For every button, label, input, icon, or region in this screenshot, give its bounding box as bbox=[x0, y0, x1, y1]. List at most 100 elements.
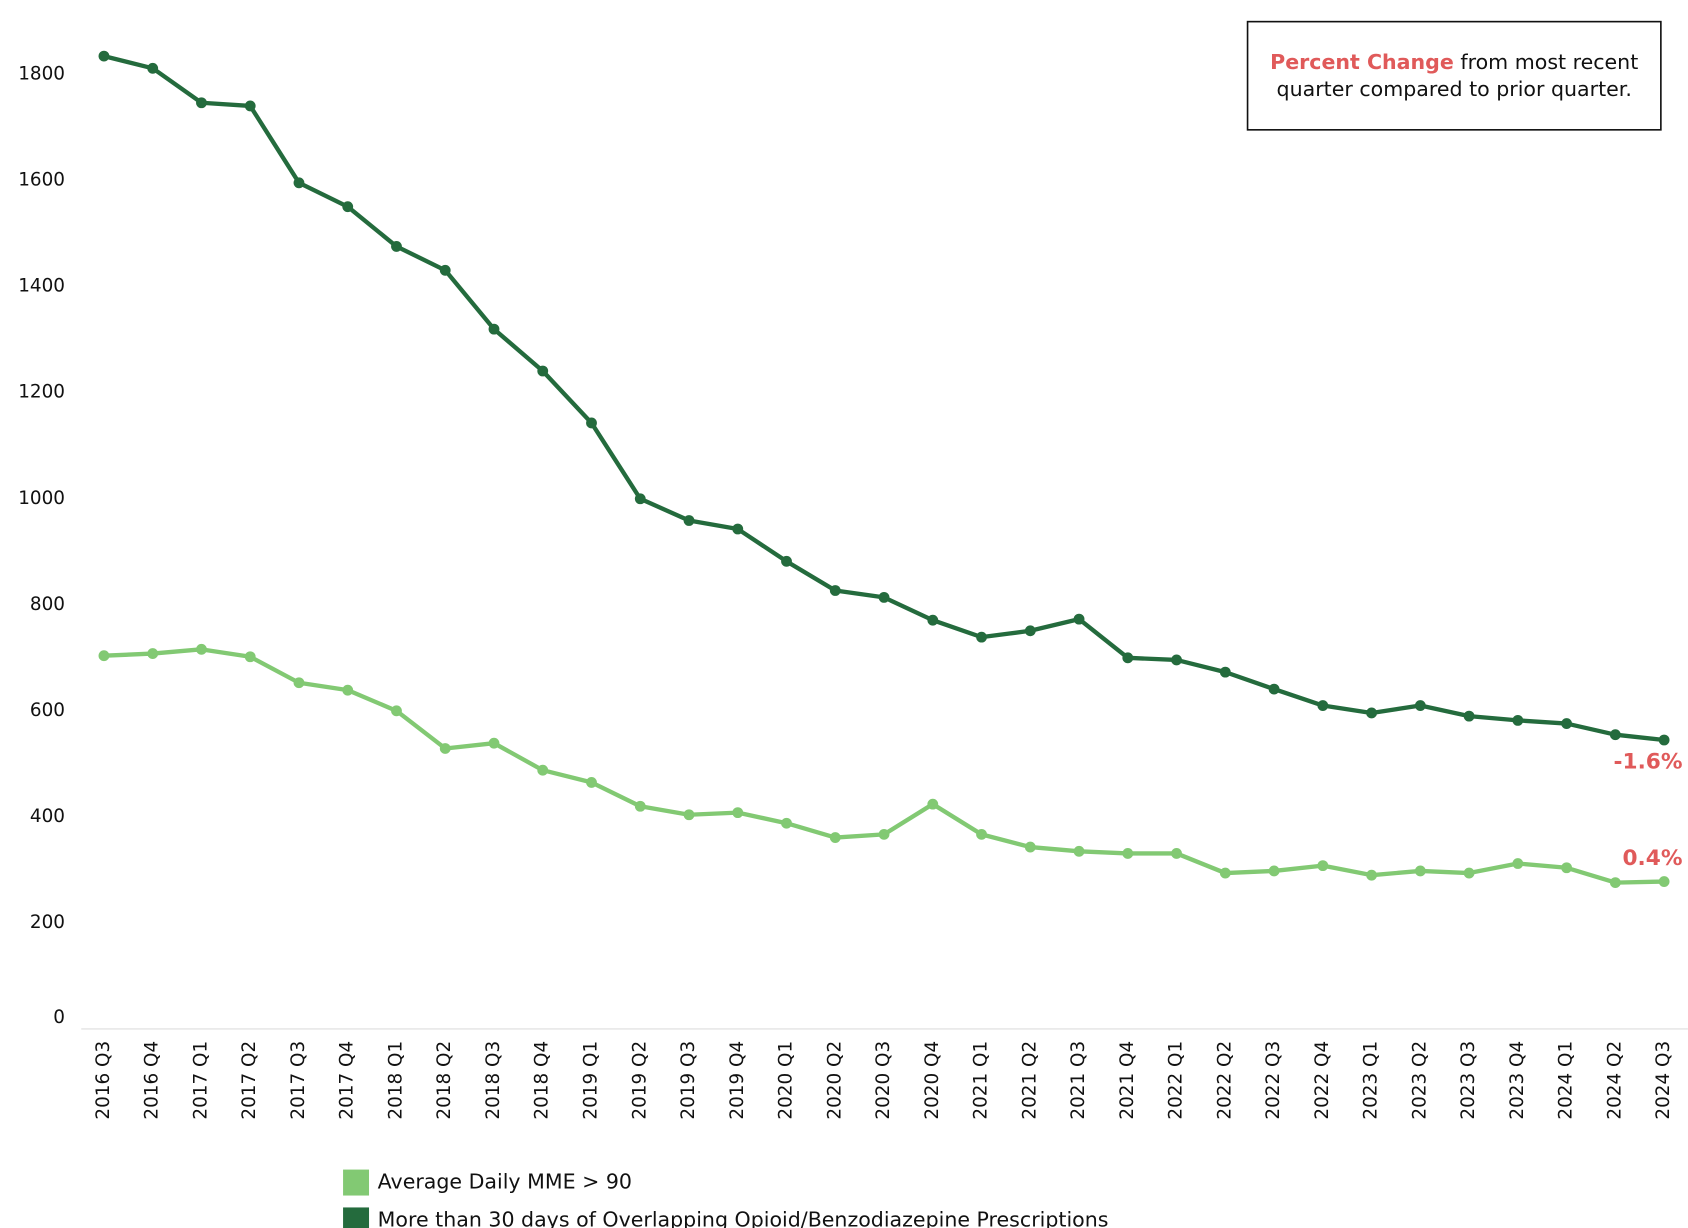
point bbox=[98, 50, 110, 62]
legend-label: Average Daily MME > 90 bbox=[378, 1170, 632, 1194]
point bbox=[293, 677, 305, 689]
legend-swatch bbox=[343, 1207, 370, 1228]
point bbox=[878, 828, 890, 840]
point bbox=[1609, 877, 1621, 889]
x-tick-label: 2022 Q3 bbox=[1263, 1041, 1284, 1120]
point bbox=[1658, 876, 1670, 887]
point bbox=[147, 62, 159, 74]
point bbox=[244, 651, 256, 663]
point bbox=[1024, 841, 1036, 853]
point bbox=[1171, 654, 1182, 666]
point bbox=[1561, 718, 1573, 729]
point bbox=[1219, 867, 1231, 879]
annotation-line: Percent Change from most recent bbox=[1270, 50, 1638, 74]
point bbox=[244, 100, 256, 112]
point bbox=[1609, 729, 1621, 741]
point bbox=[1073, 845, 1085, 857]
annotation-box bbox=[1246, 20, 1662, 131]
point bbox=[1366, 707, 1377, 719]
point bbox=[1414, 700, 1426, 711]
point bbox=[342, 684, 354, 696]
y-tick-label: 1000 bbox=[18, 488, 65, 509]
point bbox=[1463, 867, 1475, 879]
x-tick-label: 2022 Q4 bbox=[1312, 1041, 1333, 1120]
x-tick-label: 2021 Q3 bbox=[1068, 1041, 1089, 1120]
point bbox=[732, 807, 744, 819]
x-tick-label: 2016 Q4 bbox=[142, 1041, 163, 1120]
x-tick-label: 2016 Q3 bbox=[93, 1041, 114, 1120]
point bbox=[634, 800, 646, 812]
y-tick-label: 0 bbox=[53, 1007, 65, 1028]
point bbox=[1658, 734, 1670, 746]
y-tick-label: 600 bbox=[30, 700, 65, 721]
point bbox=[147, 648, 159, 659]
y-tick-label: 1600 bbox=[18, 170, 65, 191]
series-line bbox=[103, 53, 1665, 743]
point bbox=[196, 97, 207, 109]
point bbox=[1219, 666, 1231, 678]
change-label: 0.4% bbox=[1623, 846, 1683, 871]
y-tick-label: 1200 bbox=[18, 382, 65, 403]
point bbox=[683, 809, 695, 821]
point bbox=[586, 417, 597, 429]
x-tick-label: 2024 Q3 bbox=[1653, 1041, 1674, 1120]
point bbox=[98, 650, 110, 662]
annotation-line: quarter compared to prior quarter. bbox=[1277, 77, 1632, 101]
point bbox=[586, 776, 597, 788]
point bbox=[293, 177, 305, 189]
x-tick-label: 2020 Q3 bbox=[873, 1041, 894, 1120]
x-tick-label: 2020 Q4 bbox=[922, 1041, 943, 1120]
x-tick-label: 2023 Q2 bbox=[1409, 1041, 1430, 1120]
point bbox=[1414, 865, 1426, 877]
x-tick-label: 2019 Q2 bbox=[629, 1041, 650, 1120]
y-tick-label: 200 bbox=[30, 912, 65, 933]
legend-swatch bbox=[343, 1169, 370, 1196]
point bbox=[878, 591, 890, 603]
x-tick-label: 2018 Q1 bbox=[385, 1041, 406, 1120]
x-tick-label: 2017 Q1 bbox=[190, 1041, 211, 1120]
point bbox=[1317, 700, 1329, 711]
x-tick-label: 2022 Q1 bbox=[1166, 1041, 1187, 1120]
point bbox=[927, 614, 939, 626]
point bbox=[196, 643, 207, 655]
y-tick-label: 1400 bbox=[18, 276, 65, 297]
x-tick-label: 2019 Q1 bbox=[581, 1041, 602, 1120]
x-tick-label: 2019 Q3 bbox=[678, 1041, 699, 1120]
point bbox=[1268, 683, 1280, 695]
x-tick-label: 2018 Q3 bbox=[483, 1041, 504, 1120]
x-tick-label: 2018 Q4 bbox=[532, 1041, 553, 1120]
point bbox=[537, 764, 549, 776]
x-tick-label: 2023 Q1 bbox=[1361, 1041, 1382, 1120]
annotation-text: from most recent bbox=[1460, 50, 1638, 74]
point bbox=[439, 743, 451, 754]
point bbox=[488, 737, 500, 749]
x-tick-label: 2023 Q4 bbox=[1507, 1041, 1528, 1120]
x-tick-label: 2023 Q3 bbox=[1458, 1041, 1479, 1120]
x-tick-label: 2021 Q2 bbox=[1019, 1041, 1040, 1120]
x-tick-label: 2019 Q4 bbox=[727, 1041, 748, 1120]
point bbox=[829, 832, 841, 843]
point bbox=[1268, 865, 1280, 877]
point bbox=[1171, 848, 1182, 859]
y-tick-label: 800 bbox=[30, 594, 65, 615]
point bbox=[829, 585, 841, 596]
point bbox=[634, 493, 646, 505]
point bbox=[683, 515, 695, 526]
point bbox=[1122, 652, 1134, 664]
point bbox=[781, 555, 792, 567]
annotation-highlight: Percent Change bbox=[1270, 50, 1454, 74]
point bbox=[732, 523, 744, 535]
point bbox=[927, 798, 939, 810]
point bbox=[1463, 710, 1475, 722]
point bbox=[1122, 848, 1134, 859]
point bbox=[488, 323, 500, 335]
point bbox=[1024, 625, 1036, 637]
y-tick-label: 1800 bbox=[18, 64, 65, 85]
series-line bbox=[103, 647, 1665, 885]
x-tick-label: 2018 Q2 bbox=[434, 1041, 455, 1120]
x-tick-label: 2017 Q4 bbox=[337, 1041, 358, 1120]
point bbox=[1317, 860, 1329, 872]
point bbox=[1512, 714, 1524, 726]
x-tick-label: 2017 Q2 bbox=[239, 1041, 260, 1120]
x-tick-label: 2020 Q2 bbox=[824, 1041, 845, 1120]
